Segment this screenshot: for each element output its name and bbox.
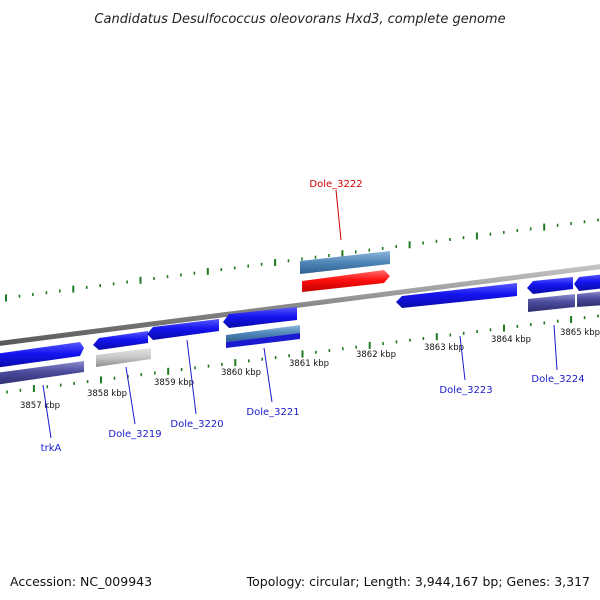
gene-dole3222-steel[interactable]	[300, 251, 390, 274]
gene-label-dole3222[interactable]: Dole_3222	[309, 179, 362, 190]
kbp-label: 3864 kbp	[491, 335, 531, 345]
tick-row-upper	[5, 218, 599, 302]
kbp-labels: 3857 kbp 3858 kbp 3859 kbp 3860 kbp 3861…	[20, 328, 600, 411]
gene-dole3221-reverse[interactable]	[226, 325, 300, 342]
gene-grey-feature[interactable]	[96, 348, 151, 367]
genome-title: Candidatus Desulfococcus oleovorans Hxd3…	[94, 12, 505, 27]
leader-trkA	[42, 384, 52, 439]
gene-label-trkA[interactable]: trkA	[41, 443, 62, 454]
gene-edge-forward[interactable]	[574, 274, 600, 291]
gene-leader-lines	[42, 189, 558, 439]
leader-dole3223	[459, 335, 466, 381]
leader-dole3219	[125, 366, 136, 425]
kbp-label: 3863 kbp	[424, 343, 464, 353]
kbp-label: 3865 kbp	[560, 328, 600, 338]
gene-dole3220[interactable]	[147, 319, 219, 340]
gene-label-dole3223[interactable]: Dole_3223	[439, 385, 492, 396]
kbp-label: 3859 kbp	[154, 378, 194, 388]
gene-edge-reverse[interactable]	[577, 291, 600, 307]
gene-dole3221-reverse-dark[interactable]	[226, 333, 300, 348]
gene-label-dole3219[interactable]: Dole_3219	[108, 429, 161, 440]
gene-dole3222-highlight[interactable]	[302, 270, 390, 292]
genome-summary-text: Topology: circular; Length: 3,944,167 bp…	[246, 574, 590, 589]
accession-text: Accession: NC_009943	[10, 574, 152, 589]
gene-dole3223[interactable]	[396, 283, 517, 308]
leader-dole3220	[186, 339, 197, 415]
genome-backbone	[0, 264, 600, 346]
tick-row-lower	[6, 314, 599, 394]
gene-dole3219[interactable]	[93, 331, 148, 350]
gene-label-dole3221[interactable]: Dole_3221	[246, 407, 299, 418]
leader-dole3222	[335, 189, 342, 241]
kbp-label: 3860 kbp	[221, 368, 261, 378]
gene-trkA-forward[interactable]	[0, 342, 84, 368]
gene-features	[0, 251, 600, 385]
gene-labels: trkA Dole_3219 Dole_3220 Dole_3221 Dole_…	[41, 179, 585, 454]
leader-dole3224	[553, 324, 558, 371]
kbp-label: 3858 kbp	[87, 389, 127, 399]
gene-dole3224[interactable]	[527, 277, 573, 294]
gene-label-dole3224[interactable]: Dole_3224	[531, 374, 584, 385]
kbp-label: 3862 kbp	[356, 350, 396, 360]
gene-dole3224-reverse[interactable]	[528, 294, 575, 312]
kbp-label: 3857 kbp	[20, 401, 60, 411]
gene-dole3221[interactable]	[223, 307, 297, 328]
leader-dole3221	[263, 347, 273, 403]
kbp-label: 3861 kbp	[289, 359, 329, 369]
gene-label-dole3220[interactable]: Dole_3220	[170, 419, 223, 430]
gene-trkA-reverse[interactable]	[0, 361, 84, 385]
